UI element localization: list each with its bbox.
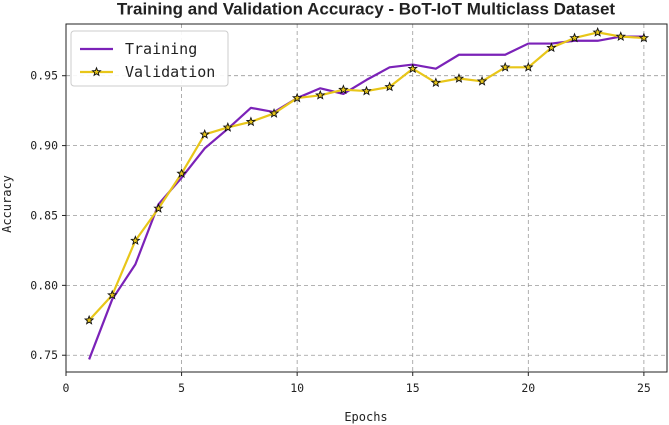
validation-legend-label: Validation bbox=[125, 63, 215, 81]
plot-frame bbox=[65, 23, 668, 373]
validation-point bbox=[500, 61, 511, 72]
series-layer bbox=[83, 26, 650, 360]
validation-point bbox=[199, 128, 210, 139]
training-legend-label: Training bbox=[125, 40, 197, 58]
y-tick-label: 0.80 bbox=[30, 278, 58, 292]
legend: Training Validation bbox=[70, 30, 229, 87]
validation-point bbox=[407, 63, 418, 74]
validation-point bbox=[83, 314, 95, 325]
validation-point bbox=[245, 116, 257, 127]
validation-point bbox=[638, 32, 650, 43]
validation-point bbox=[130, 235, 141, 246]
chart-title: Training and Validation Accuracy - BoT-I… bbox=[117, 0, 615, 19]
validation-point bbox=[176, 168, 187, 178]
validation-legend-marker bbox=[91, 66, 102, 77]
x-tick-label: 20 bbox=[521, 381, 535, 395]
y-tick-label: 0.85 bbox=[30, 208, 58, 222]
validation-point bbox=[291, 92, 303, 103]
validation-point bbox=[615, 31, 626, 41]
y-axis-label: Accuracy bbox=[0, 175, 14, 233]
x-tick-label: 10 bbox=[290, 381, 304, 395]
validation-point bbox=[523, 61, 534, 72]
x-tick-label: 15 bbox=[406, 381, 420, 395]
validation-point bbox=[268, 108, 280, 118]
y-tick-label: 0.95 bbox=[30, 69, 58, 83]
validation-point bbox=[453, 73, 465, 83]
x-tick-label: 25 bbox=[637, 381, 651, 395]
x-tick-label: 0 bbox=[63, 381, 70, 395]
validation-point bbox=[315, 89, 326, 100]
x-tick-label: 5 bbox=[178, 381, 185, 395]
validation-point bbox=[384, 81, 395, 92]
validation-point bbox=[338, 84, 349, 95]
validation-point bbox=[569, 32, 580, 43]
y-tick-label: 0.90 bbox=[30, 139, 58, 153]
validation-point bbox=[361, 85, 372, 96]
validation-point bbox=[222, 121, 233, 132]
validation-point bbox=[546, 42, 557, 53]
validation-point bbox=[592, 26, 603, 37]
axis-ticks: 0 5 10 15 20 25 0.75 0.80 0.85 0.90 0.95 bbox=[30, 69, 651, 395]
validation-point bbox=[430, 77, 442, 88]
x-axis-label: Epochs bbox=[344, 410, 387, 424]
validation-point bbox=[107, 289, 118, 300]
validation-point bbox=[153, 203, 164, 213]
y-tick-label: 0.75 bbox=[30, 348, 58, 362]
validation-point bbox=[476, 75, 488, 86]
